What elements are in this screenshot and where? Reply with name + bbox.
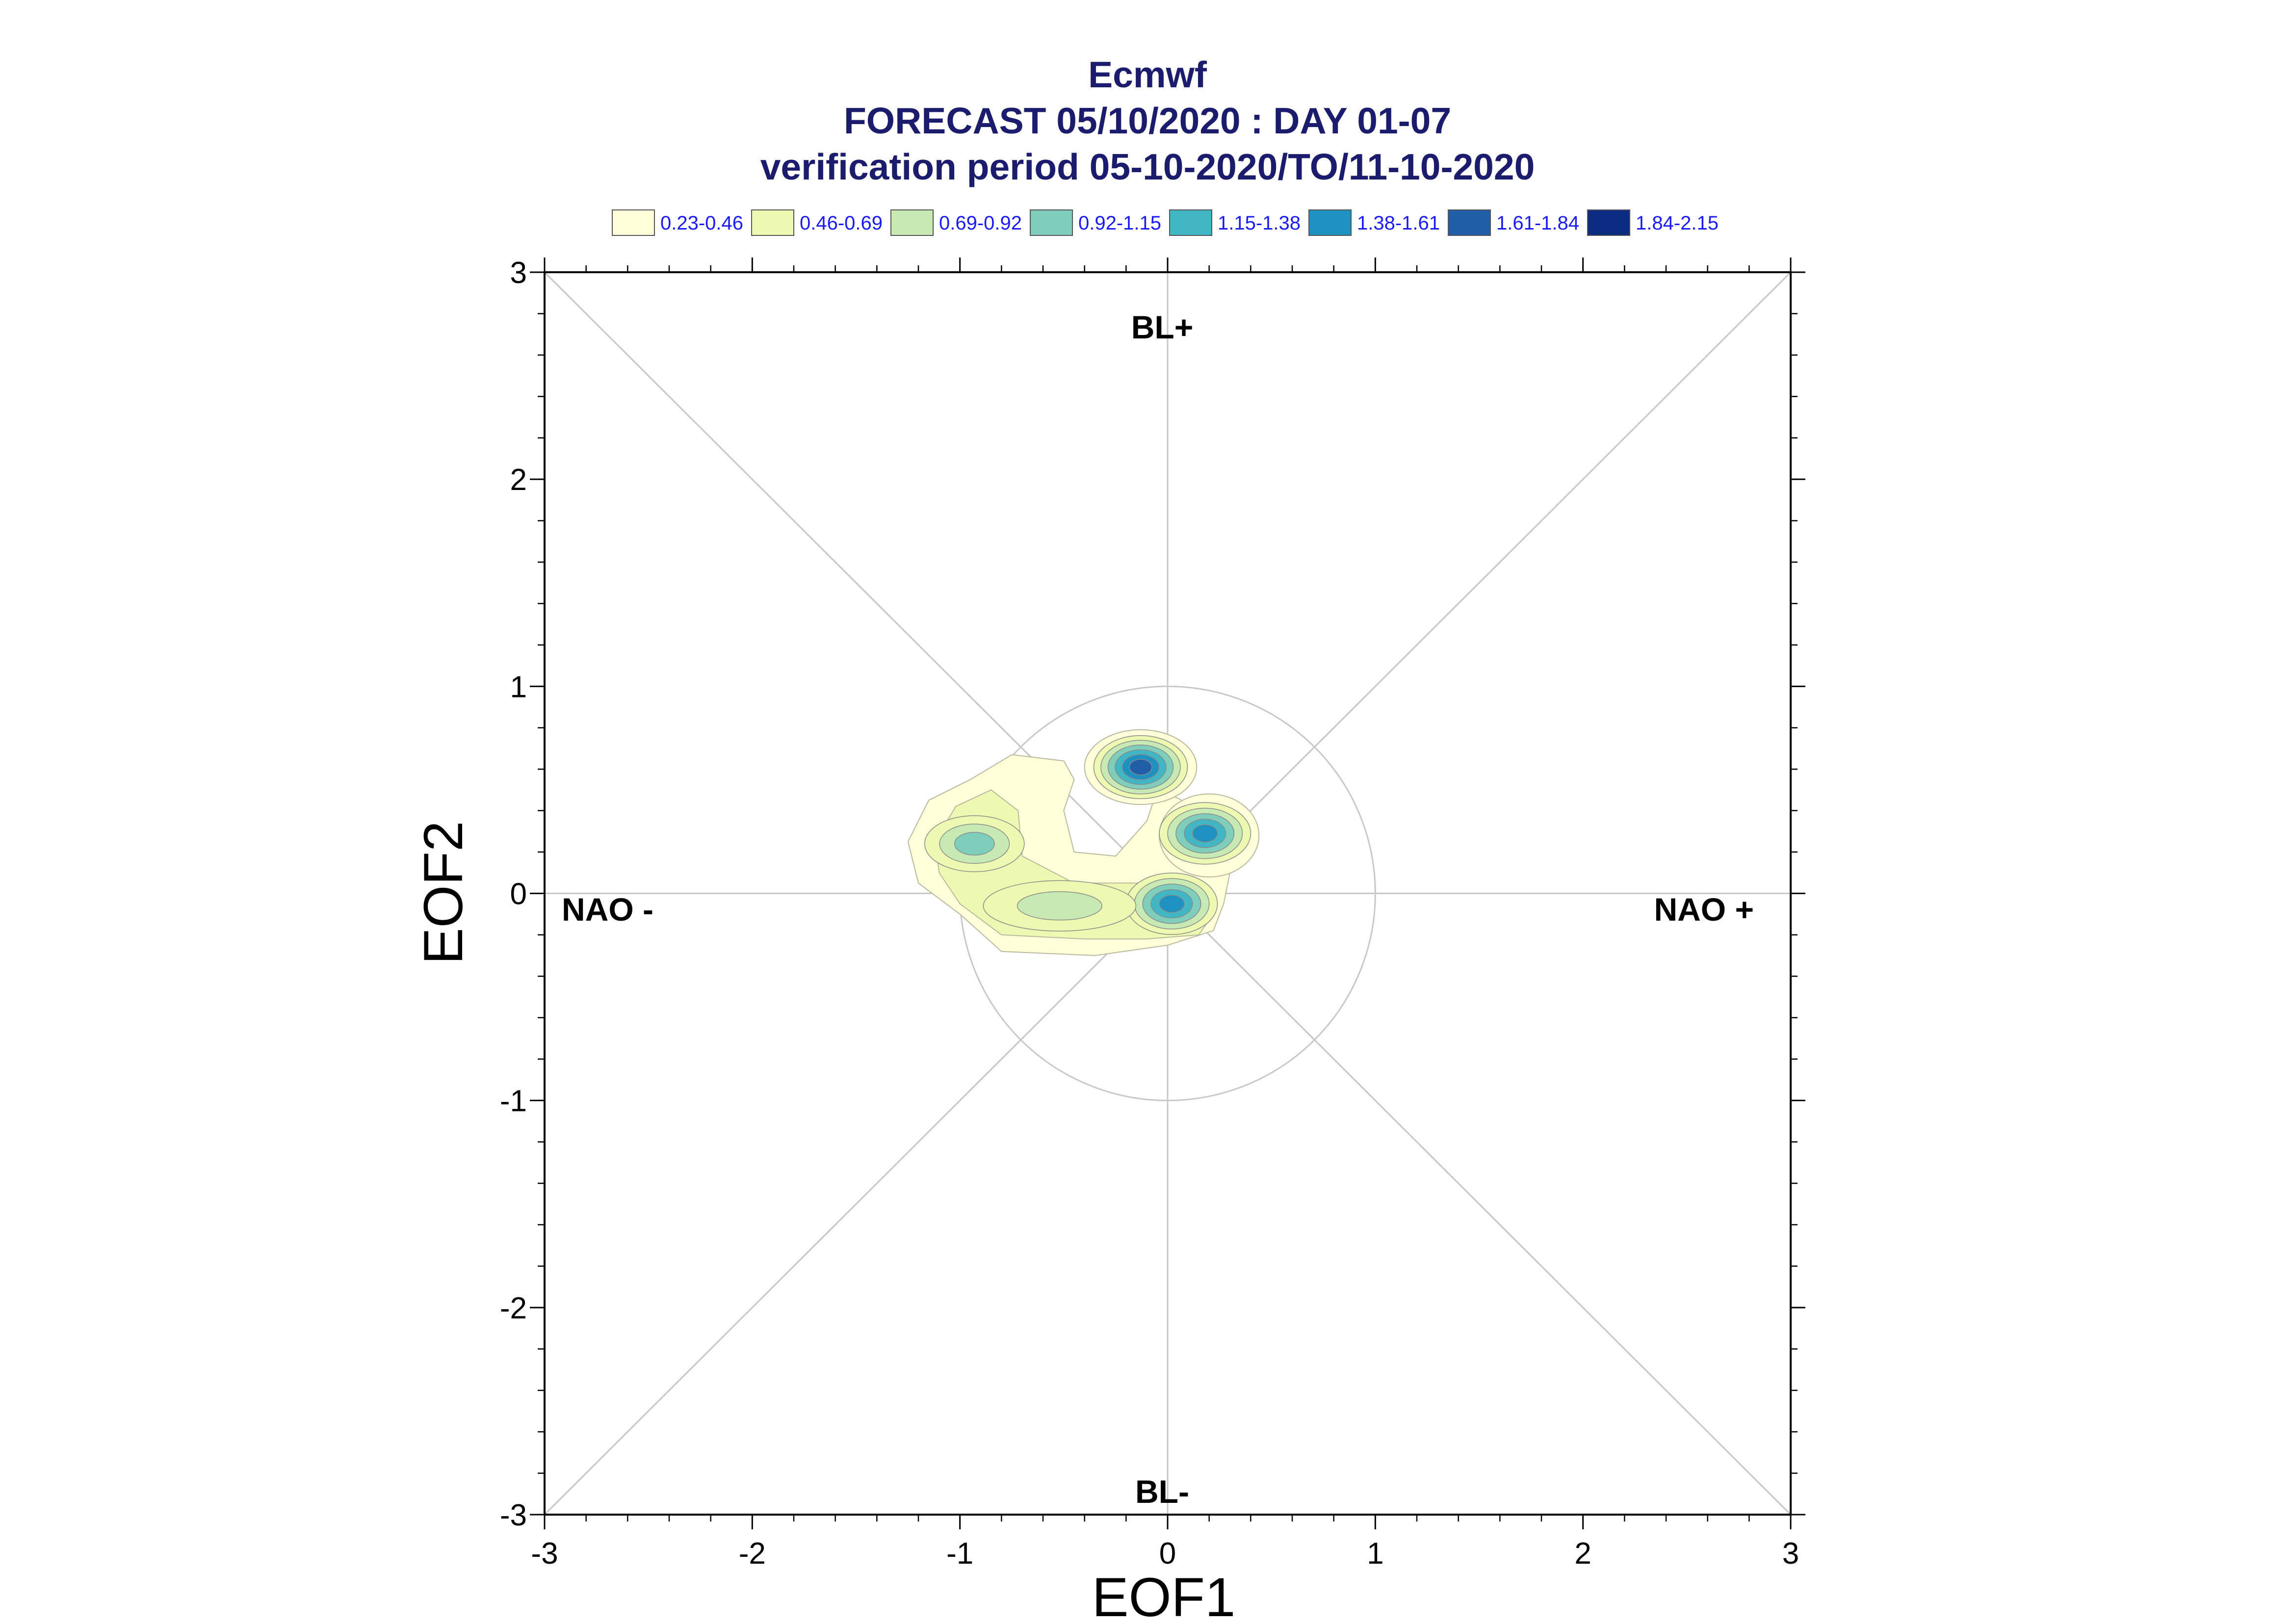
y-tick-label: -3 xyxy=(500,1498,527,1532)
regime-label-nao-minus: NAO - xyxy=(562,891,653,928)
chart-title-line-2: FORECAST 05/10/2020 : DAY 01-07 xyxy=(844,100,1451,141)
y-tick-label: 3 xyxy=(510,256,527,290)
density-contours xyxy=(907,729,1260,956)
legend-label: 1.38-1.61 xyxy=(1357,212,1440,234)
x-tick-label: -2 xyxy=(739,1537,766,1571)
legend-swatch xyxy=(751,209,794,236)
density-level-6 xyxy=(1159,895,1185,913)
x-tick-label: -1 xyxy=(946,1537,973,1571)
y-tick-label: 0 xyxy=(510,877,527,911)
plot-frame: -3-3 -2 -2 -1 -1 0 0 1 1 2 2 3 3 xyxy=(500,256,1805,1571)
legend: 0.23-0.46 0.46-0.69 0.69-0.92 0.92-1.15 1.15… xyxy=(612,209,1719,236)
y-tick-label: 1 xyxy=(510,670,527,704)
x-tick-label: 3 xyxy=(1782,1537,1799,1571)
regime-label-bl-plus: BL+ xyxy=(1131,309,1194,345)
legend-swatch xyxy=(1030,209,1073,236)
legend-label: 1.15-1.38 xyxy=(1218,212,1301,234)
legend-label: 0.46-0.69 xyxy=(800,212,883,234)
x-tick-label: 0 xyxy=(1159,1537,1176,1571)
legend-swatch xyxy=(890,209,934,236)
density-level-3 xyxy=(1017,891,1102,921)
chart-title-line-3: verification period 05-10-2020/TO/11-10-… xyxy=(760,146,1535,187)
regime-label-bl-minus: BL- xyxy=(1135,1473,1189,1510)
x-tick-label: 2 xyxy=(1574,1537,1591,1571)
legend-label: 0.23-0.46 xyxy=(660,212,743,234)
x-tick-label: -3 xyxy=(531,1537,558,1571)
legend-swatch xyxy=(1169,209,1212,236)
legend-swatch xyxy=(1448,209,1491,236)
y-axis-title: EOF2 xyxy=(413,821,474,965)
legend-label: 0.69-0.92 xyxy=(939,212,1022,234)
chart-title-line-1: Ecmwf xyxy=(1088,54,1207,95)
density-level-7 xyxy=(1129,759,1152,775)
legend-swatch xyxy=(612,209,655,236)
x-axis-title: EOF1 xyxy=(1092,1567,1236,1624)
x-tick-label: 1 xyxy=(1367,1537,1383,1571)
legend-label: 1.84-2.15 xyxy=(1636,212,1719,234)
y-tick-label: 2 xyxy=(510,463,527,497)
legend-swatch xyxy=(1308,209,1352,236)
density-level-6 xyxy=(1192,824,1218,843)
y-tick-label: -1 xyxy=(500,1084,527,1118)
legend-swatch xyxy=(1587,209,1630,236)
legend-label: 1.61-1.84 xyxy=(1496,212,1579,234)
y-tick-label: -2 xyxy=(500,1291,527,1325)
density-level-4 xyxy=(954,832,995,856)
plot-area: -3-3 -2 -2 -1 -1 0 0 1 1 2 2 3 3 xyxy=(500,256,1805,1571)
regime-label-nao-plus: NAO + xyxy=(1654,891,1754,928)
legend-label: 0.92-1.15 xyxy=(1078,212,1161,234)
